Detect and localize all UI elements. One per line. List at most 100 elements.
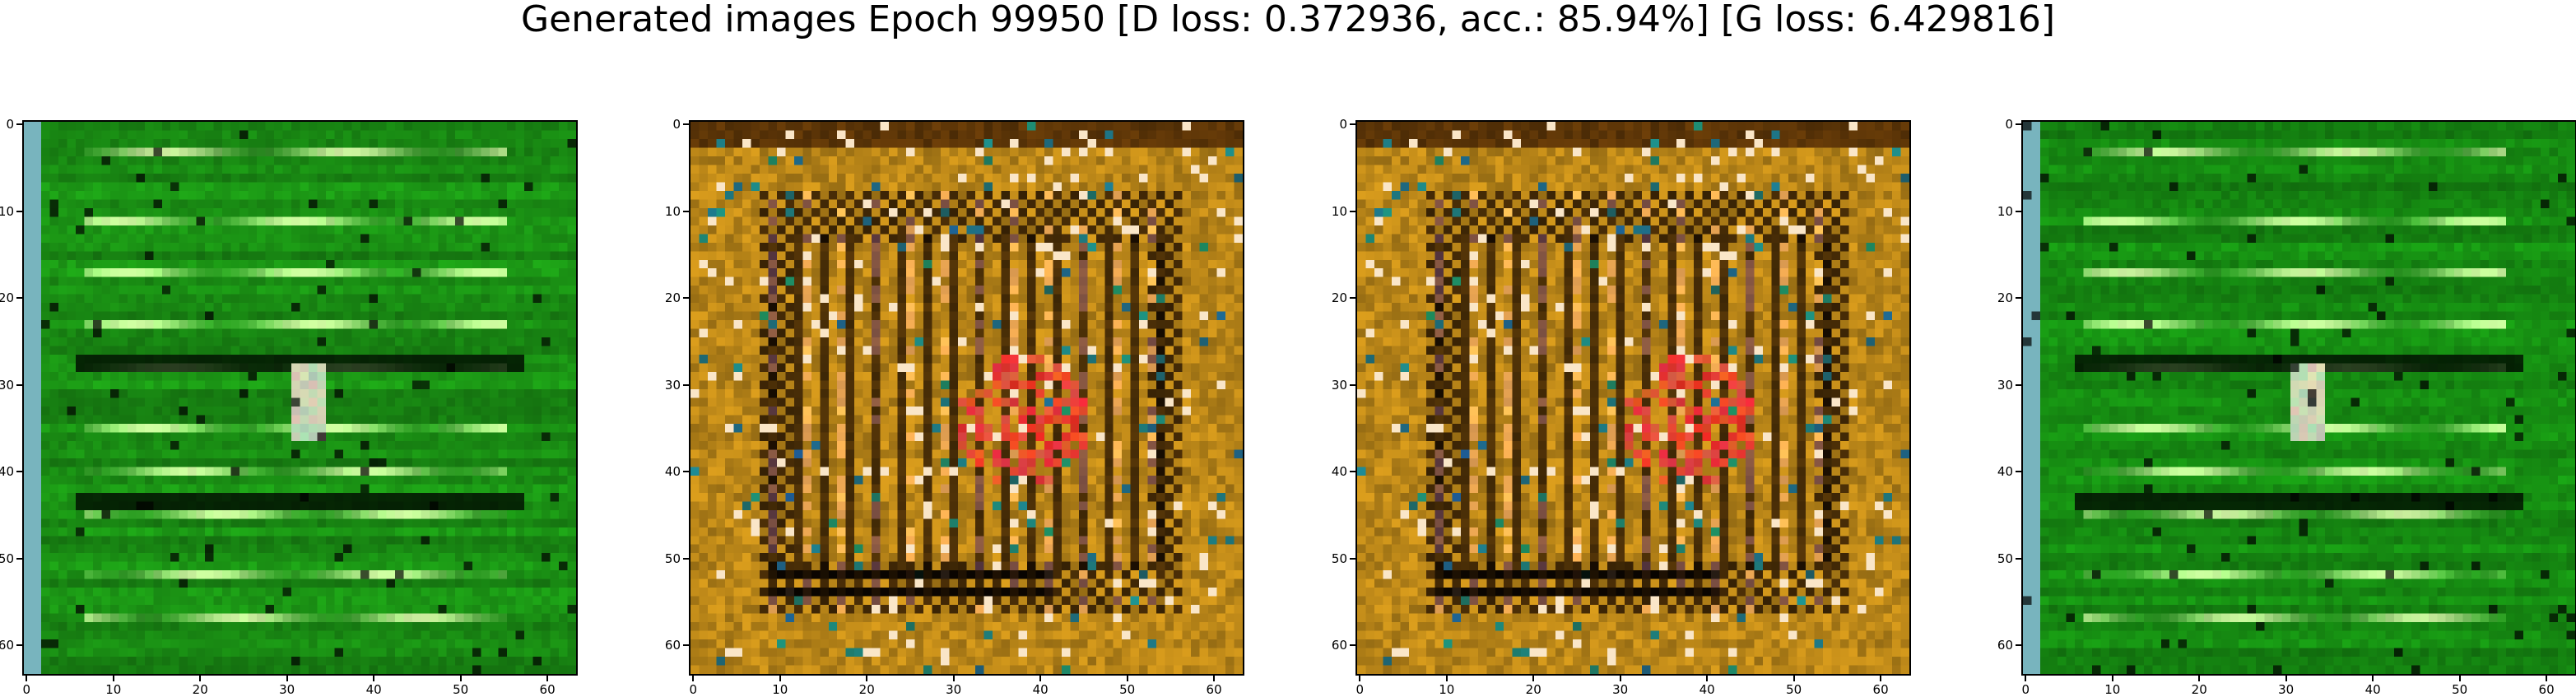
- y-tick-label: 10: [0, 203, 14, 219]
- image-panel-4: [2021, 120, 2576, 676]
- y-tick-label: 40: [1997, 464, 2013, 480]
- x-tick-mark: [1213, 676, 1216, 681]
- y-tick-mark: [2016, 123, 2021, 126]
- x-tick-mark: [1039, 676, 1042, 681]
- y-tick-label: 50: [664, 551, 681, 566]
- x-tick-mark: [2372, 676, 2374, 681]
- x-tick-mark: [1359, 676, 1361, 681]
- y-tick-mark: [1350, 210, 1355, 212]
- x-tick-label: 0: [22, 682, 31, 697]
- y-tick-label: 10: [1331, 203, 1347, 219]
- x-tick-mark: [2546, 676, 2548, 681]
- generated-image-3: [1357, 122, 1909, 674]
- x-tick-label: 10: [772, 682, 788, 697]
- x-tick-mark: [373, 676, 375, 681]
- x-tick-label: 60: [2538, 682, 2555, 697]
- y-tick-label: 40: [664, 464, 681, 480]
- x-tick-label: 60: [1206, 682, 1222, 697]
- image-panel-2: [689, 120, 1244, 676]
- x-tick-label: 20: [1525, 682, 1541, 697]
- generated-image-4: [2023, 122, 2575, 674]
- x-tick-mark: [2285, 676, 2287, 681]
- y-tick-mark: [2016, 297, 2021, 300]
- y-tick-mark: [16, 123, 22, 126]
- y-tick-label: 0: [1339, 117, 1347, 132]
- y-tick-mark: [1350, 123, 1355, 126]
- y-tick-label: 0: [2005, 117, 2013, 132]
- x-tick-label: 30: [946, 682, 962, 697]
- x-tick-mark: [1793, 676, 1795, 681]
- image-panel-3: [1355, 120, 1911, 676]
- x-tick-mark: [1619, 676, 1621, 681]
- x-tick-mark: [1880, 676, 1882, 681]
- y-tick-label: 40: [1331, 464, 1347, 480]
- x-tick-mark: [952, 676, 955, 681]
- x-tick-label: 30: [2278, 682, 2295, 697]
- y-tick-mark: [1350, 297, 1355, 300]
- y-tick-mark: [16, 644, 22, 647]
- x-tick-label: 10: [105, 682, 122, 697]
- y-tick-mark: [683, 471, 689, 473]
- x-tick-label: 60: [539, 682, 556, 697]
- x-tick-mark: [866, 676, 868, 681]
- x-tick-label: 0: [689, 682, 698, 697]
- x-tick-label: 10: [2104, 682, 2121, 697]
- y-tick-label: 30: [0, 377, 14, 393]
- y-tick-mark: [16, 471, 22, 473]
- x-tick-mark: [546, 676, 549, 681]
- x-tick-label: 40: [365, 682, 382, 697]
- x-tick-label: 0: [2021, 682, 2030, 697]
- y-tick-mark: [16, 297, 22, 300]
- y-tick-label: 60: [664, 638, 681, 653]
- y-tick-mark: [683, 383, 689, 386]
- y-tick-label: 30: [1331, 377, 1347, 393]
- y-tick-label: 50: [1997, 551, 2013, 566]
- x-tick-label: 60: [1872, 682, 1889, 697]
- y-tick-label: 20: [664, 290, 681, 306]
- y-tick-label: 20: [1997, 290, 2013, 306]
- y-tick-mark: [16, 557, 22, 560]
- x-tick-mark: [2198, 676, 2201, 681]
- x-tick-label: 50: [1786, 682, 1802, 697]
- y-tick-mark: [683, 297, 689, 300]
- x-tick-mark: [1126, 676, 1128, 681]
- x-tick-mark: [2111, 676, 2113, 681]
- y-tick-mark: [683, 123, 689, 126]
- x-tick-label: 50: [2452, 682, 2468, 697]
- x-tick-label: 50: [453, 682, 469, 697]
- y-tick-mark: [2016, 644, 2021, 647]
- y-tick-label: 60: [1997, 638, 2013, 653]
- y-tick-label: 30: [1997, 377, 2013, 393]
- y-tick-mark: [683, 210, 689, 212]
- y-tick-mark: [683, 557, 689, 560]
- x-tick-label: 40: [1699, 682, 1715, 697]
- x-tick-label: 20: [2191, 682, 2207, 697]
- x-tick-mark: [2458, 676, 2461, 681]
- y-tick-label: 0: [672, 117, 681, 132]
- x-tick-label: 30: [279, 682, 295, 697]
- x-tick-mark: [199, 676, 202, 681]
- y-tick-label: 10: [664, 203, 681, 219]
- x-tick-mark: [112, 676, 114, 681]
- y-tick-mark: [2016, 557, 2021, 560]
- x-tick-label: 20: [858, 682, 875, 697]
- x-tick-mark: [286, 676, 288, 681]
- y-tick-mark: [2016, 210, 2021, 212]
- y-tick-mark: [2016, 383, 2021, 386]
- y-tick-mark: [1350, 557, 1355, 560]
- y-tick-mark: [16, 383, 22, 386]
- x-tick-mark: [779, 676, 781, 681]
- y-tick-mark: [1350, 471, 1355, 473]
- x-tick-label: 40: [2364, 682, 2381, 697]
- x-tick-mark: [692, 676, 695, 681]
- y-tick-label: 40: [0, 464, 14, 480]
- y-tick-mark: [1350, 383, 1355, 386]
- y-tick-label: 20: [1331, 290, 1347, 306]
- generated-image-1: [24, 122, 576, 674]
- x-tick-mark: [2025, 676, 2027, 681]
- y-tick-mark: [1350, 644, 1355, 647]
- image-panel-1: [22, 120, 578, 676]
- x-tick-label: 40: [1032, 682, 1049, 697]
- y-tick-label: 50: [1331, 551, 1347, 566]
- y-tick-label: 0: [6, 117, 14, 132]
